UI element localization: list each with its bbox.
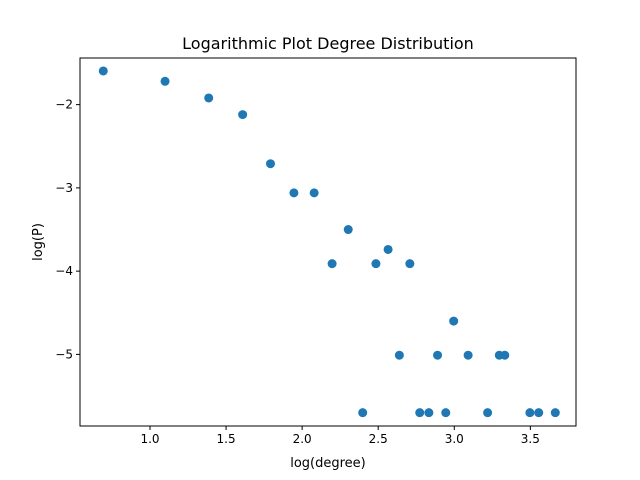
x-tick-label: 3.0 (445, 432, 464, 446)
data-point (463, 350, 473, 360)
y-tick-label: −5 (55, 347, 73, 361)
data-point (449, 316, 459, 326)
y-tick-label: −4 (55, 264, 73, 278)
x-tick-label: 3.5 (521, 432, 540, 446)
y-tick-label: −3 (55, 181, 73, 195)
data-point (483, 408, 493, 418)
x-tick-label: 1.5 (217, 432, 236, 446)
data-point (550, 408, 560, 418)
data-point (238, 110, 248, 120)
x-tick-label: 2.0 (293, 432, 312, 446)
plot-frame (79, 57, 577, 427)
data-point (371, 259, 381, 269)
data-point (204, 93, 214, 103)
data-point (343, 225, 353, 235)
data-point (160, 76, 170, 86)
data-point (424, 408, 434, 418)
data-point (433, 350, 443, 360)
data-point (500, 350, 510, 360)
data-point (383, 244, 393, 254)
data-point (265, 159, 275, 169)
data-points (98, 66, 560, 418)
x-axis-label: log(degree) (290, 456, 366, 471)
data-point (309, 188, 319, 198)
x-axis-ticks: 1.0 1.5 2.0 2.5 3.0 3.5 (140, 426, 540, 446)
data-point (98, 66, 108, 76)
chart-title: Logarithmic Plot Degree Distribution (182, 34, 474, 53)
data-point (394, 350, 404, 360)
data-point (289, 188, 299, 198)
data-point (327, 259, 337, 269)
data-point (525, 408, 535, 418)
data-point (441, 408, 451, 418)
data-point (358, 408, 368, 418)
y-axis-label: log(P) (31, 223, 46, 261)
x-tick-label: 2.5 (369, 432, 388, 446)
x-tick-label: 1.0 (140, 432, 159, 446)
data-point (534, 408, 544, 418)
y-tick-label: −2 (55, 98, 73, 112)
y-axis-ticks: −5 −4 −3 −2 (55, 98, 80, 361)
data-point (415, 408, 425, 418)
data-point (405, 259, 415, 269)
